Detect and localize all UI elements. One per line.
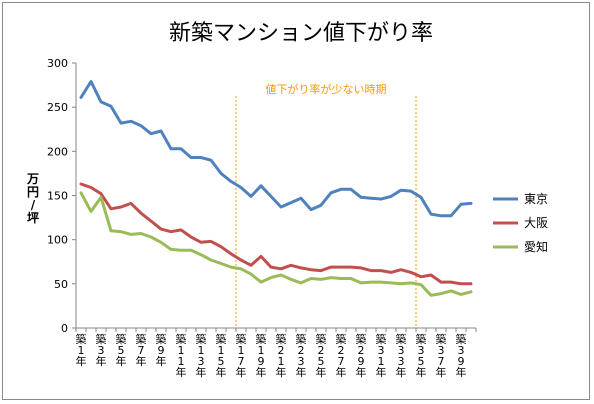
y-tick-label: 300 [47,57,68,70]
chart-frame: 新築マンション値下がり率 万円/坪 0 50 100 150 200 250 300 築 1 年築… [2,2,590,400]
y-tick-label: 150 [47,190,68,203]
y-tick-label: 100 [47,234,68,247]
y-axis-label: 万円/坪 [26,172,39,225]
legend-label: 大阪 [524,216,548,230]
axes: 0 50 100 150 200 250 300 築 1 年築 3 年築 5 年築 7 年築 9 年築 1 1 年築 1 3… [47,57,477,379]
annotation-text: 値下がり率が少ない時期 [266,82,387,96]
y-tick-label: 50 [54,278,68,291]
series-line-愛知 [79,191,473,297]
y-tick-label: 0 [61,322,68,335]
series-line-東京 [79,80,473,218]
series-line-大阪 [79,182,473,286]
y-tick-label: 250 [47,101,68,114]
legend-label: 愛知 [524,240,548,254]
y-tick-label: 200 [47,145,68,158]
legend-label: 東京 [524,192,548,206]
annotation-layer: 値下がり率が少ない時期 [235,82,417,328]
chart-title: 新築マンション値下がり率 [169,21,433,46]
series-layer [79,80,473,297]
